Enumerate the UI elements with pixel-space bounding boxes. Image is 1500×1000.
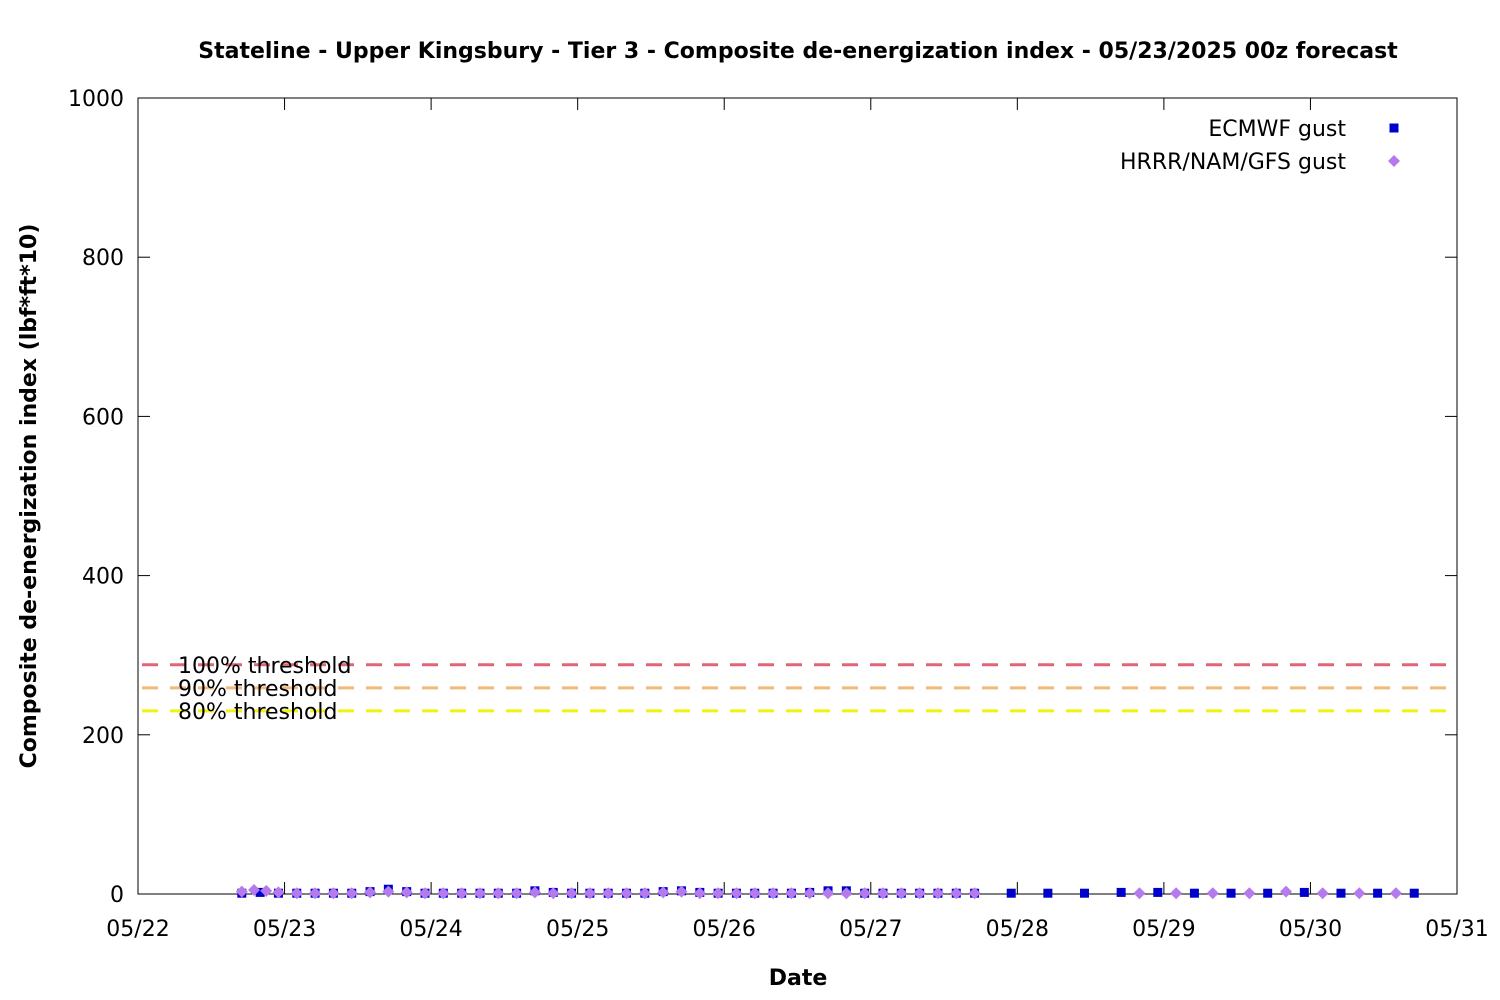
data-point: [1226, 888, 1236, 898]
data-point: [620, 887, 633, 900]
data-point: [1043, 888, 1053, 898]
data-point: [309, 887, 322, 900]
data-point: [913, 887, 926, 900]
data-point: [400, 886, 413, 899]
y-tick-label: 0: [110, 883, 124, 908]
x-tick-label: 05/31: [1425, 917, 1488, 942]
data-point: [1170, 887, 1183, 900]
data-point: [895, 887, 908, 900]
data-point: [968, 887, 981, 900]
data-point: [657, 886, 670, 899]
data-point: [565, 887, 578, 900]
threshold-label: 90% threshold: [178, 677, 338, 702]
x-tick-label: 05/28: [986, 917, 1049, 942]
x-tick-label: 05/24: [399, 917, 462, 942]
x-axis-label: Date: [769, 966, 828, 991]
x-tick-label: 05/22: [106, 917, 169, 942]
chart-title: Stateline - Upper Kingsbury - Tier 3 - C…: [198, 39, 1398, 64]
data-point: [345, 887, 358, 900]
data-point: [419, 887, 432, 900]
data-point: [693, 887, 706, 900]
data-point: [1153, 887, 1163, 897]
data-point: [1353, 887, 1366, 900]
data-point: [255, 887, 265, 897]
y-tick-label: 400: [82, 565, 124, 590]
data-point: [528, 886, 541, 899]
data-point: [858, 887, 871, 900]
x-tick-label: 05/29: [1132, 917, 1195, 942]
data-point: [876, 887, 889, 900]
data-point: [675, 885, 688, 898]
legend-swatch: [1388, 155, 1400, 167]
data-point: [260, 884, 273, 897]
data-point: [1206, 887, 1219, 900]
data-point: [767, 887, 780, 900]
threshold-label: 80% threshold: [178, 700, 338, 725]
data-point: [1189, 888, 1199, 898]
legend-swatch: [1389, 123, 1399, 133]
data-point: [840, 887, 853, 900]
data-point: [730, 887, 743, 900]
x-tick-label: 05/25: [546, 917, 609, 942]
data-point: [510, 887, 523, 900]
data-point: [547, 887, 560, 900]
series-group: [235, 884, 1402, 900]
x-tick-label: 05/27: [839, 917, 902, 942]
data-point: [950, 887, 963, 900]
data-point: [382, 885, 395, 898]
data-point: [290, 887, 303, 900]
data-point: [1116, 887, 1126, 897]
data-point: [1299, 887, 1309, 897]
x-tick-label: 05/23: [253, 917, 316, 942]
data-point: [327, 887, 340, 900]
data-point: [1336, 888, 1346, 898]
data-point: [248, 884, 261, 897]
data-point: [1373, 888, 1383, 898]
data-point: [1006, 888, 1016, 898]
data-point: [437, 887, 450, 900]
legend-label: ECMWF gust: [1208, 117, 1346, 142]
y-tick-label: 600: [82, 405, 124, 430]
threshold-label: 100% threshold: [178, 654, 352, 679]
data-point: [492, 887, 505, 900]
data-point: [822, 887, 835, 900]
data-point: [1243, 887, 1256, 900]
data-point: [364, 886, 377, 899]
data-point: [1080, 888, 1090, 898]
x-tick-label: 05/30: [1279, 917, 1342, 942]
data-point: [638, 887, 651, 900]
plot-area: 0 200 400 600 800 1000 05/22 05/23 05/24 05/25 05/…: [68, 87, 1489, 942]
legend: ECMWF gust HRRR/NAM/GFS gust: [1120, 117, 1400, 175]
data-point: [785, 887, 798, 900]
data-point: [748, 887, 761, 900]
data-point: [602, 887, 615, 900]
data-point: [1263, 888, 1273, 898]
legend-label: HRRR/NAM/GFS gust: [1120, 150, 1346, 175]
y-tick-label: 800: [82, 246, 124, 271]
x-tick-label: 05/26: [693, 917, 756, 942]
y-axis-label: Composite de-energization index (lbf*ft*…: [17, 224, 42, 769]
plot-frame: [137, 97, 1458, 895]
data-point: [712, 887, 725, 900]
data-point: [473, 887, 486, 900]
y-tick-label: 200: [82, 724, 124, 749]
data-point: [583, 887, 596, 900]
data-point: [931, 887, 944, 900]
data-point: [455, 887, 468, 900]
data-point: [1316, 887, 1329, 900]
data-point: [1280, 885, 1293, 898]
data-point: [1409, 888, 1419, 898]
data-point: [235, 885, 248, 898]
data-point: [803, 887, 816, 900]
data-point: [1133, 887, 1146, 900]
data-point: [272, 886, 285, 899]
data-point: [1389, 887, 1402, 900]
y-tick-label: 1000: [68, 87, 124, 112]
